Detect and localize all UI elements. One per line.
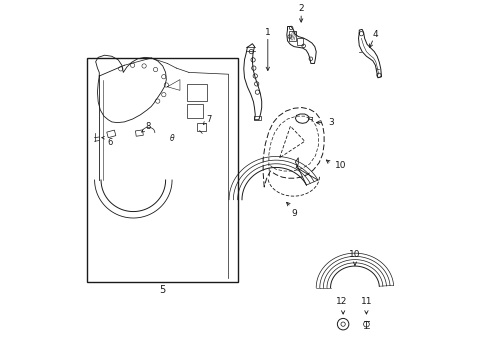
Bar xyxy=(135,130,143,136)
Bar xyxy=(106,130,116,138)
Bar xyxy=(197,123,206,131)
Text: 7: 7 xyxy=(206,115,212,124)
Text: 6: 6 xyxy=(107,138,112,147)
Text: 11: 11 xyxy=(360,297,371,306)
Bar xyxy=(187,84,206,101)
Text: 12: 12 xyxy=(335,297,346,306)
Text: 3: 3 xyxy=(328,118,333,127)
Text: 10: 10 xyxy=(348,250,360,259)
Bar xyxy=(187,104,203,118)
Bar xyxy=(87,58,238,282)
Text: $\theta$: $\theta$ xyxy=(168,132,175,143)
Text: 1: 1 xyxy=(264,28,270,37)
Bar xyxy=(254,116,260,120)
Text: 10: 10 xyxy=(334,161,346,170)
Bar xyxy=(289,31,295,41)
Text: 5: 5 xyxy=(159,285,165,296)
Text: 9: 9 xyxy=(291,210,297,219)
Text: 4: 4 xyxy=(372,30,377,39)
Text: 8: 8 xyxy=(145,122,151,131)
Text: 2: 2 xyxy=(298,4,304,13)
Bar xyxy=(297,38,302,45)
